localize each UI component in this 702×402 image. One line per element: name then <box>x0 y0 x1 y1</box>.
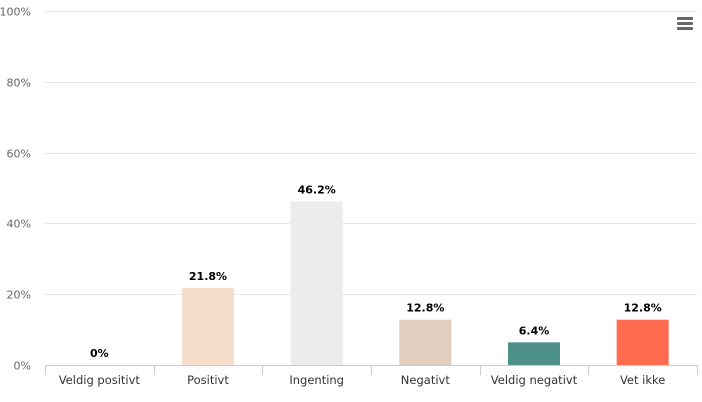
x-tick-label: Negativt <box>401 373 451 387</box>
y-axis-ticks: 0% 20% 40% 60% 80% 100% <box>0 6 31 373</box>
data-label: 21.8% <box>189 270 227 283</box>
data-label: 12.8% <box>624 302 662 315</box>
x-tick-label: Veldig positivt <box>59 373 141 387</box>
chart-menu-button[interactable] <box>675 14 695 32</box>
x-tick-label: Positivt <box>187 373 229 387</box>
data-label: 12.8% <box>406 302 444 315</box>
bars <box>182 201 669 365</box>
hamburger-menu-icon-line <box>677 27 693 30</box>
bar[interactable] <box>399 319 452 365</box>
bar[interactable] <box>616 319 669 365</box>
grid-lines <box>45 11 697 295</box>
x-tick-label: Veldig negativt <box>491 373 578 387</box>
y-tick-label: 100% <box>0 6 31 19</box>
data-label: 6.4% <box>519 324 550 337</box>
bar[interactable] <box>508 342 560 365</box>
hamburger-menu-icon <box>677 17 693 20</box>
bar[interactable] <box>182 287 234 365</box>
data-labels: 0% 21.8% 46.2% 12.8% 6.4% 12.8% <box>90 183 662 360</box>
data-label: 0% <box>90 347 109 360</box>
x-axis: Veldig positivt Positivt Ingenting Negativt… <box>45 365 698 387</box>
y-tick-label: 20% <box>7 289 31 302</box>
x-tick-label: Ingenting <box>289 373 344 387</box>
data-label: 46.2% <box>298 183 336 196</box>
hamburger-menu-icon-line <box>677 22 693 25</box>
y-tick-label: 80% <box>7 77 31 90</box>
y-tick-label: 60% <box>7 148 31 161</box>
y-tick-label: 0% <box>14 360 31 373</box>
y-tick-label: 40% <box>7 218 31 231</box>
x-tick-label: Vet ikke <box>620 373 665 387</box>
bar[interactable] <box>290 201 343 365</box>
